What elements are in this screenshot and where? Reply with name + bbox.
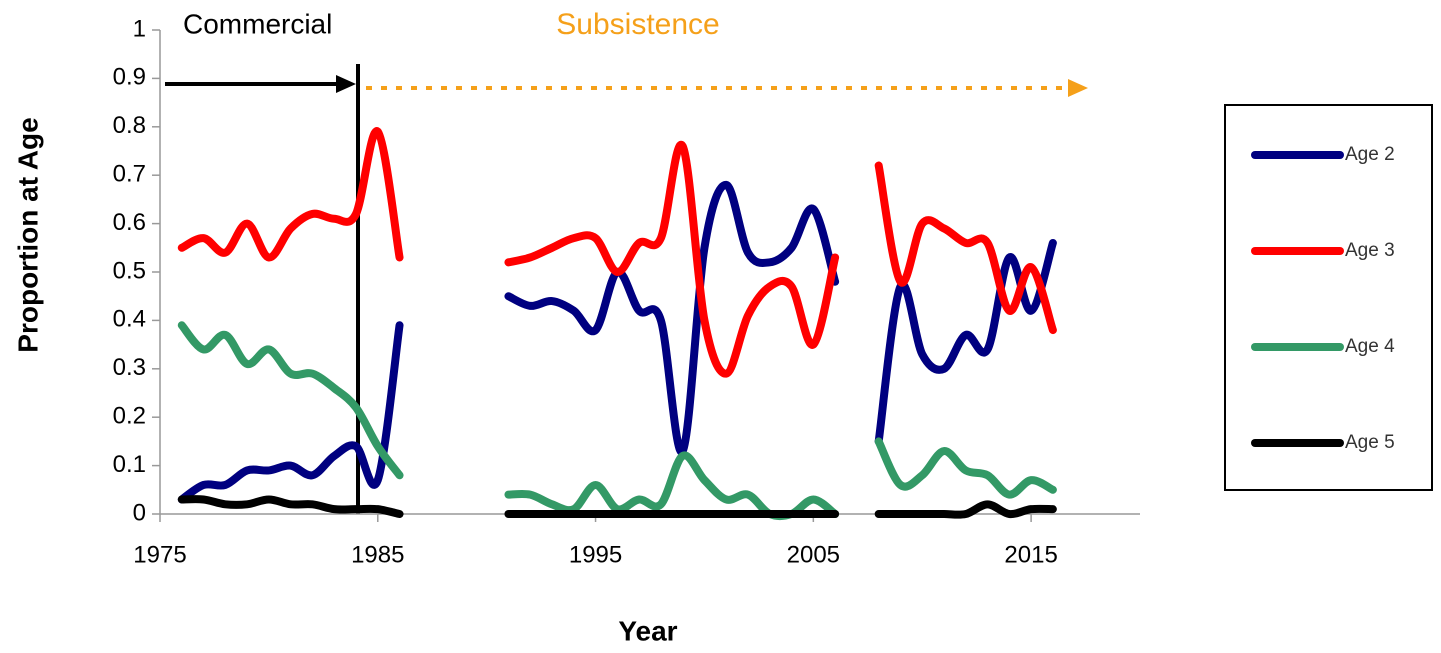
series-line <box>504 140 840 378</box>
x-tick-label: 1975 <box>133 541 186 568</box>
y-tick-label: 0.5 <box>113 257 146 284</box>
y-tick-label: 0.2 <box>113 403 146 430</box>
y-tick-label: 0.9 <box>113 64 146 91</box>
x-tick-label: 2005 <box>787 541 840 568</box>
series-line <box>504 451 840 521</box>
series-line <box>177 321 404 480</box>
series-line <box>177 127 404 262</box>
series-line <box>504 180 840 456</box>
legend-label: Age 3 <box>1345 240 1395 261</box>
y-tick-label: 0.6 <box>113 209 146 236</box>
series-line <box>874 437 1057 499</box>
legend-label: Age 5 <box>1345 432 1395 453</box>
x-tick-label: 1995 <box>569 541 622 568</box>
y-axis-label: Proportion at Age <box>12 117 43 352</box>
annotation-commercial: Commercial <box>183 8 332 39</box>
legend-label: Age 4 <box>1345 336 1395 357</box>
y-tick-label: 0.8 <box>113 112 146 139</box>
x-tick-label: 1985 <box>351 541 404 568</box>
y-tick-label: 0.3 <box>113 354 146 381</box>
y-tick-label: 0 <box>133 499 146 526</box>
series-line <box>177 495 404 518</box>
series-line <box>177 321 404 504</box>
series-line <box>874 161 1057 335</box>
y-tick-label: 0.4 <box>113 306 146 333</box>
y-tick-label: 0.1 <box>113 451 146 478</box>
x-axis-label: Year <box>618 615 677 646</box>
legend-label: Age 2 <box>1345 144 1395 165</box>
annotation-subsistence: Subsistence <box>556 8 719 41</box>
commercial-arrowhead <box>336 75 356 93</box>
annotation-arrows <box>165 64 1088 514</box>
y-tick-label: 1 <box>133 15 146 42</box>
series-line <box>874 500 1057 519</box>
x-tick-label: 2015 <box>1004 541 1057 568</box>
legend-box <box>1224 104 1433 491</box>
subsistence-arrowhead <box>1068 79 1088 97</box>
y-tick-label: 0.7 <box>113 161 146 188</box>
